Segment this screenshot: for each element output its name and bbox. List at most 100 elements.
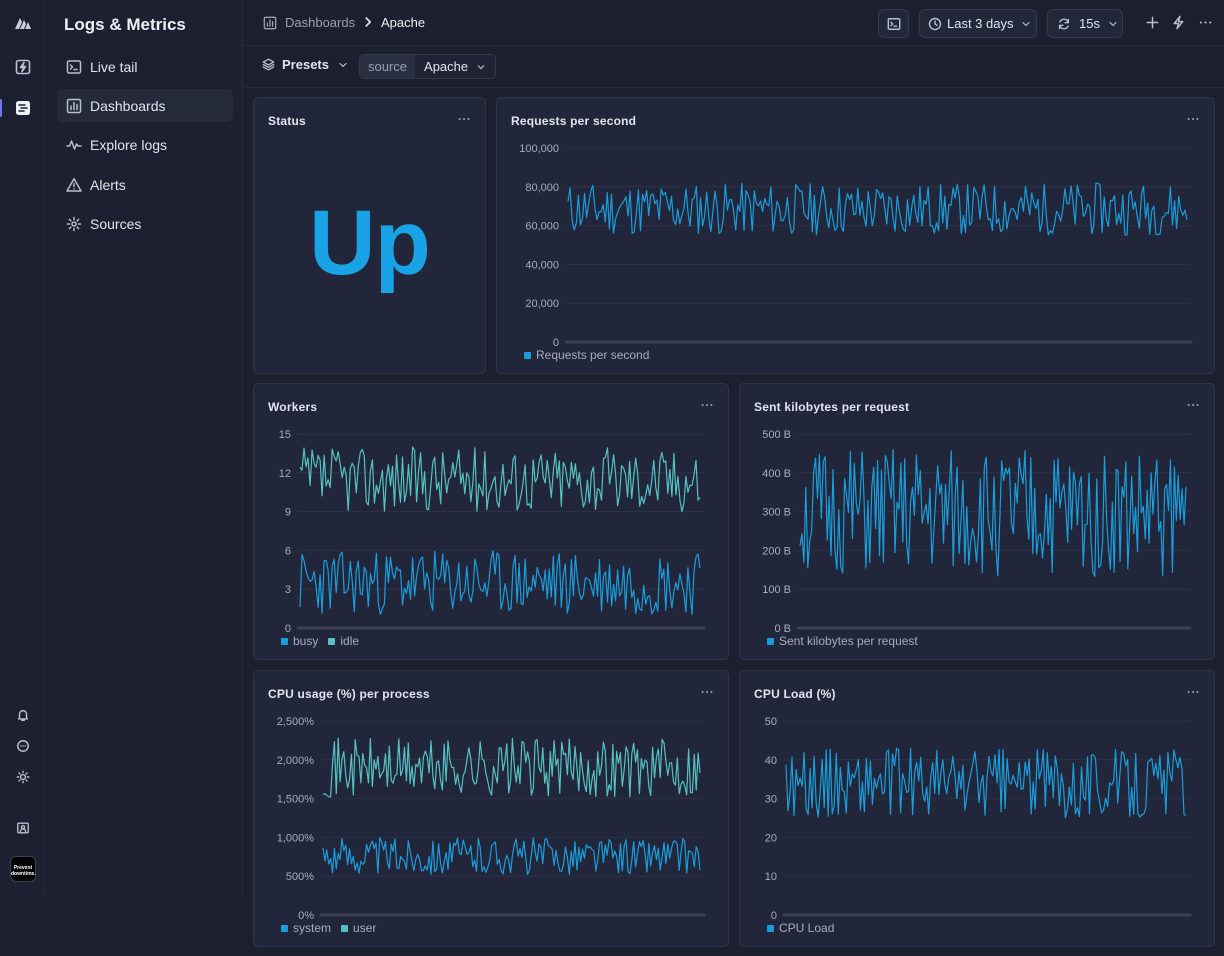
sidebar-item-explore-logs[interactable]: Explore logs	[57, 128, 233, 161]
active-indicator	[0, 99, 2, 117]
panel-menu-icon[interactable]	[1186, 112, 1200, 126]
panel-menu-icon[interactable]	[700, 398, 714, 412]
chart-legend: Sent kilobytes per request	[767, 634, 928, 648]
chart-legend: system user	[281, 921, 386, 935]
y-tick-label: 0	[285, 623, 291, 635]
legend-label: busy	[293, 634, 319, 648]
legend-swatch	[524, 351, 531, 359]
legend-item[interactable]: user	[341, 921, 376, 935]
chart-sent-kilobytes: 500 B 400 B 300 B 200 B 100 B 0 B	[762, 429, 1192, 635]
chart-workers: 15 12 9 6 3 0	[279, 429, 706, 635]
panel-title: Requests per second	[511, 114, 637, 128]
y-tick-label: 200 B	[762, 545, 791, 557]
bar-chart-icon	[263, 16, 277, 29]
legend-item[interactable]: system	[281, 921, 331, 935]
y-tick-label: 500%	[286, 871, 314, 883]
chevron-right-icon	[365, 17, 372, 27]
sidebar-item-live-tail[interactable]: Live tail	[57, 50, 233, 83]
chevron-down-icon	[1021, 21, 1030, 26]
filter-bar: Presets source Apache	[244, 46, 1224, 88]
terminal-icon	[887, 17, 900, 30]
variable-key: source	[360, 55, 416, 78]
y-tick-label: 9	[285, 507, 291, 519]
series-line-system	[322, 837, 701, 876]
clock-icon	[928, 17, 942, 30]
legend-swatch	[281, 637, 288, 645]
panel-menu-icon[interactable]	[1186, 685, 1200, 699]
sun-icon[interactable]	[10, 764, 36, 790]
lightning-icon[interactable]	[10, 54, 36, 80]
y-tick-label: 300 B	[762, 507, 791, 519]
y-tick-label: 400 B	[762, 468, 791, 480]
source-variable-select[interactable]: source Apache	[359, 54, 497, 79]
legend-item[interactable]: Sent kilobytes per request	[767, 634, 918, 648]
y-tick-label: 15	[279, 429, 291, 441]
chat-icon[interactable]	[10, 733, 36, 759]
breadcrumb-root[interactable]: Dashboards	[263, 15, 355, 30]
add-icon[interactable]	[1143, 13, 1161, 31]
variable-value-wrap[interactable]: Apache	[415, 55, 496, 78]
refresh-interval-select[interactable]: 15s	[1047, 9, 1123, 38]
y-tick-label: 1,000%	[277, 832, 315, 844]
y-tick-label: 1,500%	[277, 794, 315, 806]
y-tick-label: 2,500%	[277, 716, 315, 728]
series-line-cpu-load	[785, 747, 1187, 819]
chart-legend: CPU Load	[767, 921, 844, 935]
legend-label: system	[293, 921, 332, 935]
panel-menu-icon[interactable]	[700, 685, 714, 699]
sidebar-item-alerts[interactable]: Alerts	[57, 168, 233, 201]
y-tick-label: 2,000%	[277, 755, 315, 767]
legend-swatch	[767, 924, 774, 932]
more-options-icon[interactable]	[1196, 13, 1214, 31]
panel-menu-icon[interactable]	[457, 112, 471, 126]
legend-label: Requests per second	[536, 348, 650, 362]
bell-icon[interactable]	[10, 702, 36, 728]
y-tick-label: 500 B	[762, 429, 791, 441]
y-tick-label: 100,000	[519, 143, 559, 155]
y-tick-label: 0	[553, 337, 559, 349]
sidebar-item-label: Explore logs	[90, 136, 168, 153]
avatar[interactable]: Prevent downtime.	[10, 856, 36, 882]
legend-item[interactable]: idle	[328, 634, 359, 648]
telemetry-app-icon[interactable]	[10, 95, 36, 121]
sidebar-item-label: Alerts	[90, 176, 126, 193]
y-tick-label: 20	[765, 832, 777, 844]
legend-swatch	[767, 637, 774, 645]
sidebar-item-label: Sources	[90, 215, 142, 232]
y-tick-label: 0 B	[774, 623, 791, 635]
sidebar-item-dashboards[interactable]: Dashboards	[57, 89, 233, 122]
panel-title: CPU usage (%) per process	[268, 687, 430, 701]
time-range-label: Last 3 days	[947, 16, 1014, 31]
chart-cpu-load: 50 40 30 20 10 0	[765, 716, 1192, 922]
console-button[interactable]	[878, 9, 909, 38]
panel-menu-icon[interactable]	[1186, 398, 1200, 412]
bar-chart-icon	[66, 98, 82, 113]
warning-triangle-icon	[66, 177, 82, 192]
chart-cpu-usage: 2,500% 2,000% 1,500% 1,000% 500% 0%	[277, 716, 706, 922]
panel-status: Status Up	[253, 97, 486, 374]
header: Dashboards Apache Last 3 days 15s	[244, 0, 1224, 46]
legend-item[interactable]: Requests per second	[524, 348, 649, 362]
legend-item[interactable]: busy	[281, 634, 318, 648]
icon-rail: Prevent downtime.	[0, 0, 45, 895]
y-tick-label: 0	[771, 910, 777, 922]
lightning-icon[interactable]	[1169, 13, 1187, 31]
chevron-down-icon	[339, 62, 347, 67]
sidebar: Logs & Metrics Live tail Dashboards Expl…	[45, 0, 243, 895]
panel-requests-per-second: Requests per second 100,000 80,000 60,000 4…	[496, 97, 1215, 374]
series-line-busy	[299, 550, 701, 615]
panel-title: Workers	[268, 400, 318, 414]
legend-swatch	[341, 924, 349, 932]
breadcrumb-current: Apache	[381, 15, 426, 30]
legend-item[interactable]: CPU Load	[767, 921, 834, 935]
logo-icon[interactable]	[10, 10, 36, 36]
chart-requests-per-second: 100,000 80,000 60,000 40,000 20,000 0	[519, 143, 1193, 349]
chevron-down-icon	[477, 64, 485, 69]
sidebar-item-label: Live tail	[90, 58, 138, 75]
presets-dropdown[interactable]: Presets	[262, 57, 349, 72]
refresh-interval-label: 15s	[1079, 16, 1100, 31]
user-card-icon[interactable]	[10, 815, 36, 841]
time-range-select[interactable]: Last 3 days	[919, 9, 1037, 38]
y-tick-label: 80,000	[525, 182, 559, 194]
sidebar-item-sources[interactable]: Sources	[57, 207, 233, 240]
